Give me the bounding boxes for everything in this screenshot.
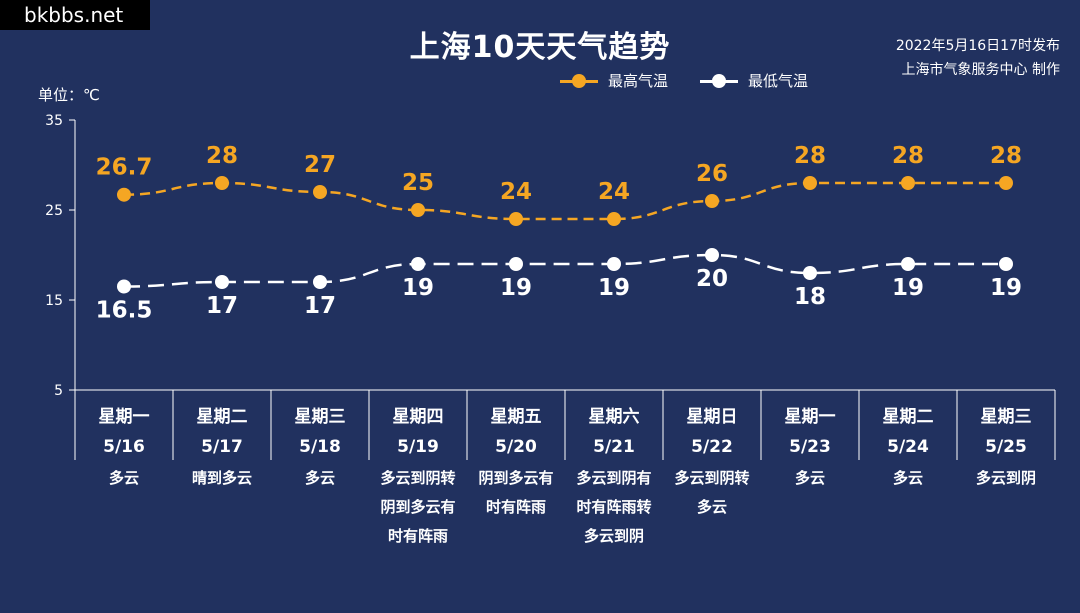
data-label-high: 28 — [206, 143, 238, 169]
data-point-high — [999, 176, 1013, 190]
data-point-high — [215, 176, 229, 190]
weekday-label: 星期二 — [197, 407, 248, 427]
weekday-label: 星期一 — [785, 407, 836, 427]
data-point-high — [705, 194, 719, 208]
weather-label: 多云到阴转 — [380, 469, 455, 487]
data-label-high: 26 — [696, 161, 728, 187]
data-label-high: 28 — [990, 143, 1022, 169]
data-point-high — [509, 212, 523, 226]
date-label: 5/25 — [985, 437, 1027, 457]
date-label: 5/22 — [691, 437, 733, 457]
legend-swatch-low — [700, 73, 739, 88]
data-point-low — [509, 257, 523, 271]
data-label-high: 28 — [794, 143, 826, 169]
data-label-low: 19 — [500, 275, 532, 301]
weather-label: 多云 — [697, 498, 727, 516]
weather-label: 多云 — [305, 469, 335, 487]
data-label-high: 24 — [500, 179, 532, 205]
legend-swatch-high — [560, 73, 598, 88]
weather-label: 时有阵雨 — [388, 527, 448, 545]
weather-label: 阴到多云有 — [478, 469, 553, 487]
weather-label: 多云到阴 — [976, 469, 1036, 487]
weekday-label: 星期六 — [589, 406, 640, 427]
weather-label: 时有阵雨 — [486, 498, 546, 516]
data-label-low: 17 — [304, 293, 336, 319]
data-point-low — [215, 275, 229, 289]
weather-label: 多云 — [795, 469, 825, 487]
date-label: 5/24 — [887, 437, 929, 457]
weather-label: 时有阵雨转 — [576, 498, 651, 516]
data-label-low: 19 — [892, 275, 924, 301]
issue-time: 2022年5月16日17时发布 — [895, 38, 1060, 54]
date-label: 5/19 — [397, 437, 439, 457]
data-point-high — [313, 185, 327, 199]
data-point-low — [999, 257, 1013, 271]
weather-label: 多云到阴有 — [576, 469, 651, 487]
y-tick-label: 5 — [54, 383, 63, 399]
data-label-high: 26.7 — [96, 155, 153, 181]
weather-label: 晴到多云 — [192, 469, 252, 487]
date-label: 5/23 — [789, 437, 831, 457]
data-label-high: 25 — [402, 170, 434, 196]
data-point-low — [803, 266, 817, 280]
data-label-low: 17 — [206, 293, 238, 319]
y-tick-label: 15 — [45, 293, 63, 309]
date-label: 5/21 — [593, 437, 635, 457]
data-label-low: 19 — [990, 275, 1022, 301]
weather-label: 阴到多云有 — [380, 498, 455, 516]
data-point-high — [901, 176, 915, 190]
legend-label-high: 最高气温 — [608, 72, 669, 90]
legend-label-low: 最低气温 — [748, 72, 809, 90]
data-label-high: 27 — [304, 152, 336, 178]
legend: 最高气温 最低气温 — [560, 70, 808, 91]
data-point-low — [607, 257, 621, 271]
data-label-low: 19 — [598, 275, 630, 301]
weather-label: 多云 — [109, 469, 139, 487]
y-tick-label: 25 — [45, 203, 63, 219]
unit-label: 单位：℃ — [38, 86, 100, 104]
data-label-low: 19 — [402, 275, 434, 301]
data-label-low: 20 — [696, 266, 728, 292]
date-label: 5/16 — [103, 437, 145, 457]
series-line-low — [123, 253, 1006, 288]
data-label-low: 16.5 — [96, 298, 153, 324]
weekday-label: 星期二 — [883, 407, 934, 427]
legend-item-low[interactable]: 最低气温 — [700, 70, 808, 91]
data-label-low: 18 — [794, 284, 826, 310]
issuer: 上海市气象服务中心 制作 — [901, 62, 1060, 78]
data-point-low — [313, 275, 327, 289]
data-point-low — [901, 257, 915, 271]
data-point-high — [411, 203, 425, 217]
weekday-label: 星期一 — [99, 407, 150, 427]
data-point-low — [117, 279, 131, 294]
data-point-high — [117, 187, 131, 202]
weekday-label: 星期四 — [393, 407, 444, 427]
weather-label: 多云到阴转 — [674, 469, 749, 487]
data-point-high — [607, 212, 621, 226]
data-point-low — [705, 248, 719, 262]
weekday-label: 星期五 — [491, 407, 542, 427]
y-tick-label: 35 — [45, 113, 63, 129]
series-line-high — [123, 181, 1006, 221]
weekday-label: 星期日 — [687, 407, 738, 427]
data-point-high — [803, 176, 817, 190]
weekday-label: 星期三 — [981, 407, 1032, 427]
watermark: bkbbs.net — [0, 0, 150, 30]
data-label-high: 24 — [598, 179, 630, 205]
weather-label: 多云 — [893, 469, 923, 487]
issue-info: 2022年5月16日17时发布 上海市气象服务中心 制作 — [896, 34, 1060, 82]
data-point-low — [411, 257, 425, 271]
weekday-label: 星期三 — [295, 407, 346, 427]
data-label-high: 28 — [892, 143, 924, 169]
weather-label: 多云到阴 — [584, 527, 644, 545]
date-label: 5/20 — [495, 437, 537, 457]
date-label: 5/18 — [299, 437, 341, 457]
date-label: 5/17 — [201, 437, 243, 457]
chart-title: 上海10天天气趋势 — [409, 30, 671, 65]
legend-item-high[interactable]: 最高气温 — [560, 70, 668, 91]
